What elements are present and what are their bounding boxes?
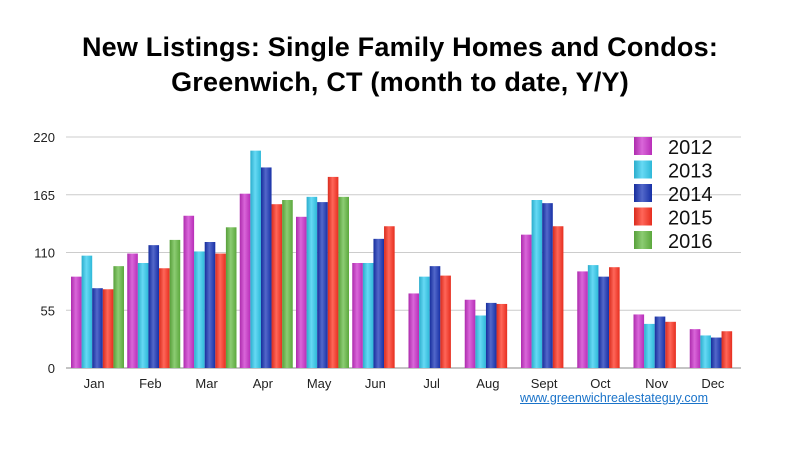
x-tick-label: Feb xyxy=(139,376,161,391)
x-tick-label: Apr xyxy=(253,376,274,391)
bar-2012-apr xyxy=(239,193,251,368)
bar-2012-dec xyxy=(689,329,701,368)
x-tick-label: Jan xyxy=(84,376,105,391)
bar-2013-dec xyxy=(700,335,711,368)
bar-2014-aug xyxy=(485,302,497,368)
x-tick-label: Mar xyxy=(195,376,218,391)
bar-2016-may xyxy=(338,196,349,368)
chart-title-line-1: New Listings: Single Family Homes and Co… xyxy=(81,32,719,62)
bar-2012-jul xyxy=(408,293,420,368)
x-tick-label: May xyxy=(307,376,332,391)
y-tick-label: 55 xyxy=(41,303,55,318)
bar-2015-aug xyxy=(496,303,508,368)
bar-2012-may xyxy=(296,216,307,368)
chart-title: New Listings: Single Family Homes and Co… xyxy=(0,30,800,100)
bar-2014-jul xyxy=(429,266,441,368)
x-tick-label: Oct xyxy=(590,376,611,391)
x-tick-label: Jun xyxy=(365,376,386,391)
bar-2014-mar xyxy=(204,242,216,368)
y-tick-label: 165 xyxy=(33,188,55,203)
x-tick-label: Dec xyxy=(701,376,725,391)
bar-2012-jun xyxy=(352,263,363,368)
x-tick-label: Aug xyxy=(476,376,499,391)
legend-swatch-2016 xyxy=(634,231,652,249)
bar-2015-jan xyxy=(102,289,114,368)
bar-2013-aug xyxy=(475,315,486,368)
y-tick-label: 110 xyxy=(34,246,55,261)
bar-2016-feb xyxy=(169,239,181,368)
source-link[interactable]: www.greenwichrealestateguy.com xyxy=(520,391,709,405)
bar-2015-nov xyxy=(665,321,676,368)
legend-label-2014: 2014 xyxy=(668,184,713,206)
bar-2013-may xyxy=(306,196,318,368)
bar-2012-mar xyxy=(183,215,195,368)
bar-2013-nov xyxy=(644,323,655,368)
x-tick-label: Nov xyxy=(645,376,669,391)
bar-2014-sept xyxy=(542,203,553,368)
x-tick-label: Sept xyxy=(531,376,558,391)
bar-2013-mar xyxy=(194,251,205,368)
bar-2016-jan xyxy=(113,266,124,368)
bar-2012-sept xyxy=(521,234,532,368)
bar-2016-mar xyxy=(225,227,237,368)
bar-2015-oct xyxy=(609,267,620,368)
bar-2014-nov xyxy=(654,316,666,368)
bar-2015-jun xyxy=(384,226,395,368)
bar-2015-dec xyxy=(721,331,733,368)
bar-2012-aug xyxy=(464,299,476,368)
y-tick-label: 0 xyxy=(48,361,55,376)
chart-title-line-2: Greenwich, CT (month to date, Y/Y) xyxy=(171,67,629,97)
bar-2013-sept xyxy=(531,200,543,368)
bar-2015-sept xyxy=(552,226,564,368)
legend-label-2012: 2012 xyxy=(668,137,713,159)
bar-2012-oct xyxy=(577,271,588,368)
legend-swatch-2014 xyxy=(634,184,652,202)
bar-2013-oct xyxy=(587,265,599,368)
bar-2012-nov xyxy=(633,314,645,368)
bar-2013-jun xyxy=(362,263,374,368)
bar-2013-jan xyxy=(81,255,93,368)
bar-2015-mar xyxy=(215,253,226,368)
legend-swatch-2012 xyxy=(634,137,652,155)
bar-2014-jun xyxy=(373,238,385,368)
bar-2014-feb xyxy=(148,245,160,368)
bar-2014-oct xyxy=(598,276,610,368)
bar-2014-may xyxy=(317,202,328,368)
bar-2015-apr xyxy=(271,204,283,368)
legend-swatch-2013 xyxy=(634,160,652,179)
legend-label-2013: 2013 xyxy=(668,161,713,183)
bar-2014-dec xyxy=(710,337,722,368)
bar-2014-jan xyxy=(92,288,103,368)
x-tick-label: Jul xyxy=(423,376,440,391)
legend-label-2016: 2016 xyxy=(668,231,713,253)
legend-swatch-2015 xyxy=(634,207,652,226)
bar-2013-feb xyxy=(137,263,149,368)
legend-label-2015: 2015 xyxy=(668,208,713,230)
bar-2015-may xyxy=(327,176,339,368)
bar-2013-apr xyxy=(250,150,261,368)
bar-2012-jan xyxy=(71,276,82,368)
bar-2016-apr xyxy=(282,200,293,368)
bar-2015-jul xyxy=(440,275,451,368)
bar-2014-apr xyxy=(260,167,272,368)
bar-2015-feb xyxy=(159,268,170,368)
y-tick-label: 220 xyxy=(33,130,55,145)
bar-2013-jul xyxy=(419,276,430,368)
bar-2012-feb xyxy=(127,253,138,368)
